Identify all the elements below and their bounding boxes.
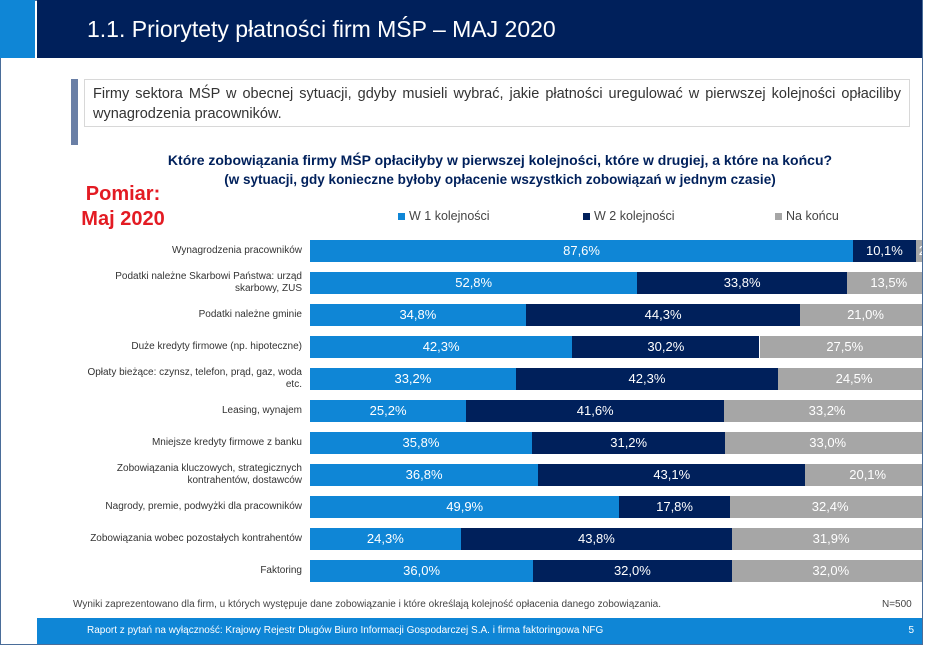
bar-segment: 13,5% bbox=[846, 272, 922, 294]
sample-size: N=500 bbox=[882, 599, 912, 610]
bar-segment: 30,2% bbox=[572, 336, 760, 358]
category-label: Leasing, wynajem bbox=[221, 405, 302, 416]
plot-area: 87,6%10,1%2,3%52,8%33,8%13,5%34,8%44,3%2… bbox=[310, 238, 922, 586]
bar-segment: 27,5% bbox=[759, 336, 922, 358]
measure-label: Pomiar: Maj 2020 bbox=[78, 182, 168, 232]
bar-segment: 41,6% bbox=[466, 400, 725, 422]
legend-label: W 2 kolejności bbox=[594, 209, 675, 223]
bar-segment: 24,5% bbox=[778, 368, 922, 390]
page-title: 1.1. Priorytety płatności firm MŚP – MAJ… bbox=[37, 0, 922, 58]
bar-segment: 43,1% bbox=[538, 464, 806, 486]
legend-label: Na końcu bbox=[786, 209, 839, 223]
category-label: Zobowiązania wobec pozostałych kontrahen… bbox=[90, 533, 302, 544]
chart-title: Które zobowiązania firmy MŚP opłaciłyby … bbox=[167, 152, 833, 168]
category-label: Podatki należne Skarbowi Państwa: urząd … bbox=[115, 271, 302, 294]
footer-bar: Raport z pytań na wyłączność: Krajowy Re… bbox=[37, 618, 922, 644]
bar-segment: 36,0% bbox=[310, 560, 534, 582]
bar-segment: 31,9% bbox=[732, 528, 922, 550]
bar-segment: 25,2% bbox=[310, 400, 467, 422]
bar-segment: 49,9% bbox=[310, 496, 620, 518]
legend-swatch bbox=[398, 212, 405, 220]
bar-segment: 24,3% bbox=[310, 528, 461, 550]
bar-segment: 33,0% bbox=[725, 432, 922, 454]
bar-segment: 2,3% bbox=[915, 240, 922, 262]
bar-segment: 42,3% bbox=[310, 336, 573, 358]
bar-segment: 32,4% bbox=[729, 496, 922, 518]
legend-item: Na końcu bbox=[775, 209, 839, 223]
bar-segment: 52,8% bbox=[310, 272, 638, 294]
category-label: Podatki należne gminie bbox=[198, 309, 302, 320]
category-label: Nagrody, premie, podwyżki dla pracownikó… bbox=[105, 501, 302, 512]
bar-segment: 33,2% bbox=[724, 400, 922, 422]
header-accent bbox=[0, 0, 35, 58]
measure-line2: Maj 2020 bbox=[81, 208, 165, 230]
category-label: Mniejsze kredyty firmowe z banku bbox=[151, 437, 302, 448]
slide-edge bbox=[922, 0, 947, 645]
bar-segment: 32,0% bbox=[533, 560, 732, 582]
category-label: Duże kredyty firmowe (np. hipoteczne) bbox=[131, 341, 302, 352]
bar-segment: 44,3% bbox=[525, 304, 801, 326]
measure-line1: Pomiar: bbox=[85, 183, 161, 205]
footer-text: Raport z pytań na wyłączność: Krajowy Re… bbox=[87, 625, 604, 636]
bar-segment: 35,8% bbox=[310, 432, 532, 454]
category-label: Wynagrodzenia pracowników bbox=[172, 245, 302, 256]
legend-item: W 1 kolejności bbox=[398, 209, 490, 223]
chart-subtitle: (w sytuacji, gdy konieczne byłoby opłace… bbox=[224, 172, 776, 187]
bar-segment: 32,0% bbox=[731, 560, 922, 582]
lead-accent bbox=[71, 79, 78, 145]
bar-segment: 21,0% bbox=[800, 304, 922, 326]
category-label: Faktoring bbox=[260, 565, 302, 576]
bar-segment: 36,8% bbox=[310, 464, 539, 486]
legend-swatch bbox=[775, 212, 782, 220]
bar-segment: 20,1% bbox=[805, 464, 922, 486]
bar-segment: 43,8% bbox=[460, 528, 733, 550]
bar-segment: 33,2% bbox=[310, 368, 516, 390]
legend-swatch bbox=[583, 212, 590, 220]
bar-segment: 34,8% bbox=[310, 304, 526, 326]
bar-segment: 33,8% bbox=[637, 272, 847, 294]
bar-segment: 42,3% bbox=[515, 368, 779, 390]
category-label: Opłaty bieżące: czynsz, telefon, prąd, g… bbox=[87, 367, 302, 390]
page-number: 5 bbox=[908, 625, 914, 636]
bar-segment: 31,2% bbox=[531, 432, 726, 454]
category-label: Zobowiązania kluczowych, strategicznych … bbox=[116, 463, 302, 486]
legend-item: W 2 kolejności bbox=[583, 209, 675, 223]
lead-text: Firmy sektora MŚP w obecnej sytuacji, gd… bbox=[84, 79, 910, 127]
bar-segment: 87,6% bbox=[310, 240, 854, 262]
legend-label: W 1 kolejności bbox=[409, 209, 490, 223]
bar-segment: 10,1% bbox=[853, 240, 916, 262]
bar-segment: 17,8% bbox=[619, 496, 730, 518]
footnote: Wyniki zaprezentowano dla firm, u któryc… bbox=[73, 599, 662, 610]
